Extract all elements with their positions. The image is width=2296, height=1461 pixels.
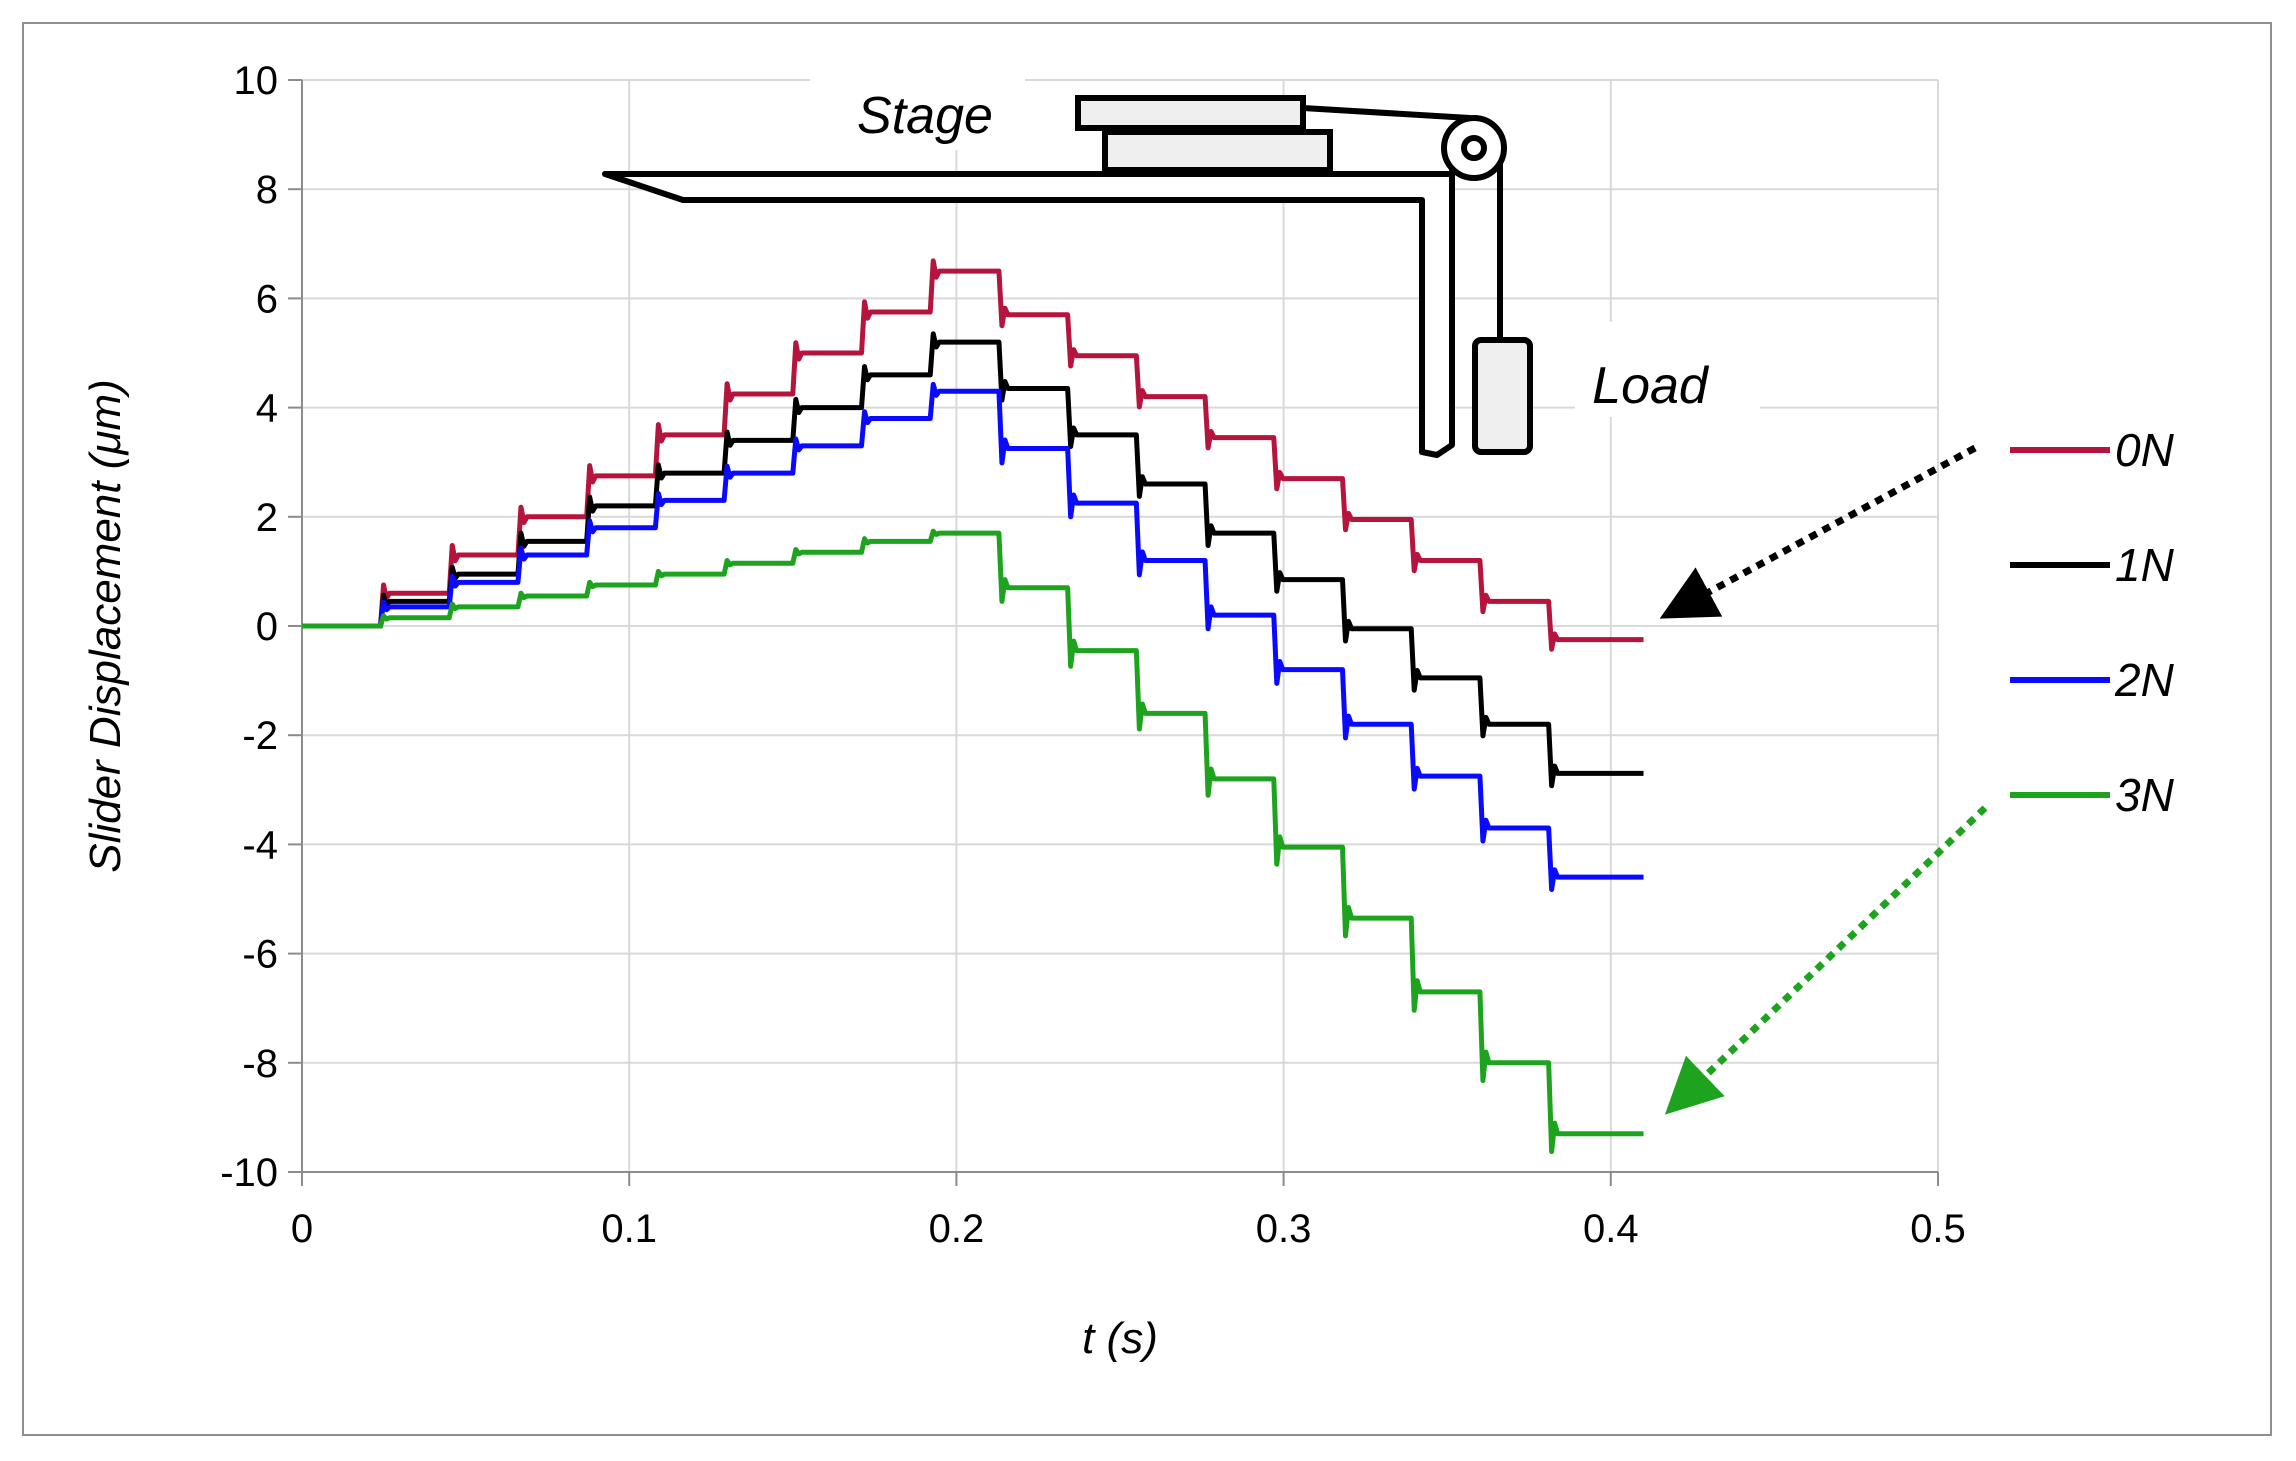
axes xyxy=(288,79,1939,1186)
legend-label-3n: 3N xyxy=(2115,769,2175,821)
legend-label-2n: 2N xyxy=(2114,654,2175,706)
pulley-axle xyxy=(1461,135,1487,161)
series-line-2n xyxy=(302,381,1644,892)
x-tick-label: 0.3 xyxy=(1256,1207,1312,1251)
x-axis-title: t (s) xyxy=(1082,1314,1158,1363)
legend-label-1n: 1N xyxy=(2115,539,2175,591)
x-tick-label: 0 xyxy=(291,1207,313,1251)
legend: 0N 1N 2N 3N xyxy=(2010,424,2175,821)
y-tick-label: -4 xyxy=(242,823,278,867)
load-weight xyxy=(1472,337,1533,455)
tick-labels: 10 8 6 4 2 0 -2 -4 -6 -8 -10 0 0.1 0.2 0.3 0.4 0.5 xyxy=(220,59,1966,1251)
arrow-3n xyxy=(1664,805,1988,1115)
arrow-0n xyxy=(1659,444,1977,619)
x-tick-label: 0.2 xyxy=(929,1207,985,1251)
chart-frame xyxy=(22,22,2272,1436)
series-line-1n xyxy=(302,331,1644,789)
y-tick-label: -2 xyxy=(242,714,278,758)
y-tick-label: 6 xyxy=(256,277,278,321)
y-tick-label: 2 xyxy=(256,496,278,540)
grid xyxy=(301,79,1939,1173)
y-axis-title: Slider Displacement (μm) xyxy=(81,379,130,873)
y-tick-label: 10 xyxy=(234,59,279,103)
y-tick-label: 8 xyxy=(256,168,278,212)
stage-label: Stage xyxy=(857,87,993,145)
series-lines xyxy=(302,258,1644,1155)
y-tick-label: 4 xyxy=(256,387,278,431)
series-line-3n xyxy=(302,528,1644,1155)
x-tick-label: 0.5 xyxy=(1910,1207,1966,1251)
stage-bottom-block xyxy=(1102,129,1333,173)
series-line-0n xyxy=(302,258,1644,652)
annotation-arrows xyxy=(1659,444,1988,1115)
x-tick-label: 0.1 xyxy=(601,1207,657,1251)
x-tick-label: 0.4 xyxy=(1583,1207,1639,1251)
legend-label-0n: 0N xyxy=(2115,424,2175,476)
y-tick-label: 0 xyxy=(256,605,278,649)
y-tick-label: -10 xyxy=(220,1151,278,1195)
y-tick-label: -8 xyxy=(242,1042,278,1086)
load-label: Load xyxy=(1592,357,1710,415)
stage-cable xyxy=(1302,105,1471,121)
apparatus-diagram: Stage Load xyxy=(602,72,1760,458)
y-tick-label: -6 xyxy=(242,933,278,977)
stage-top-block xyxy=(1075,95,1306,131)
